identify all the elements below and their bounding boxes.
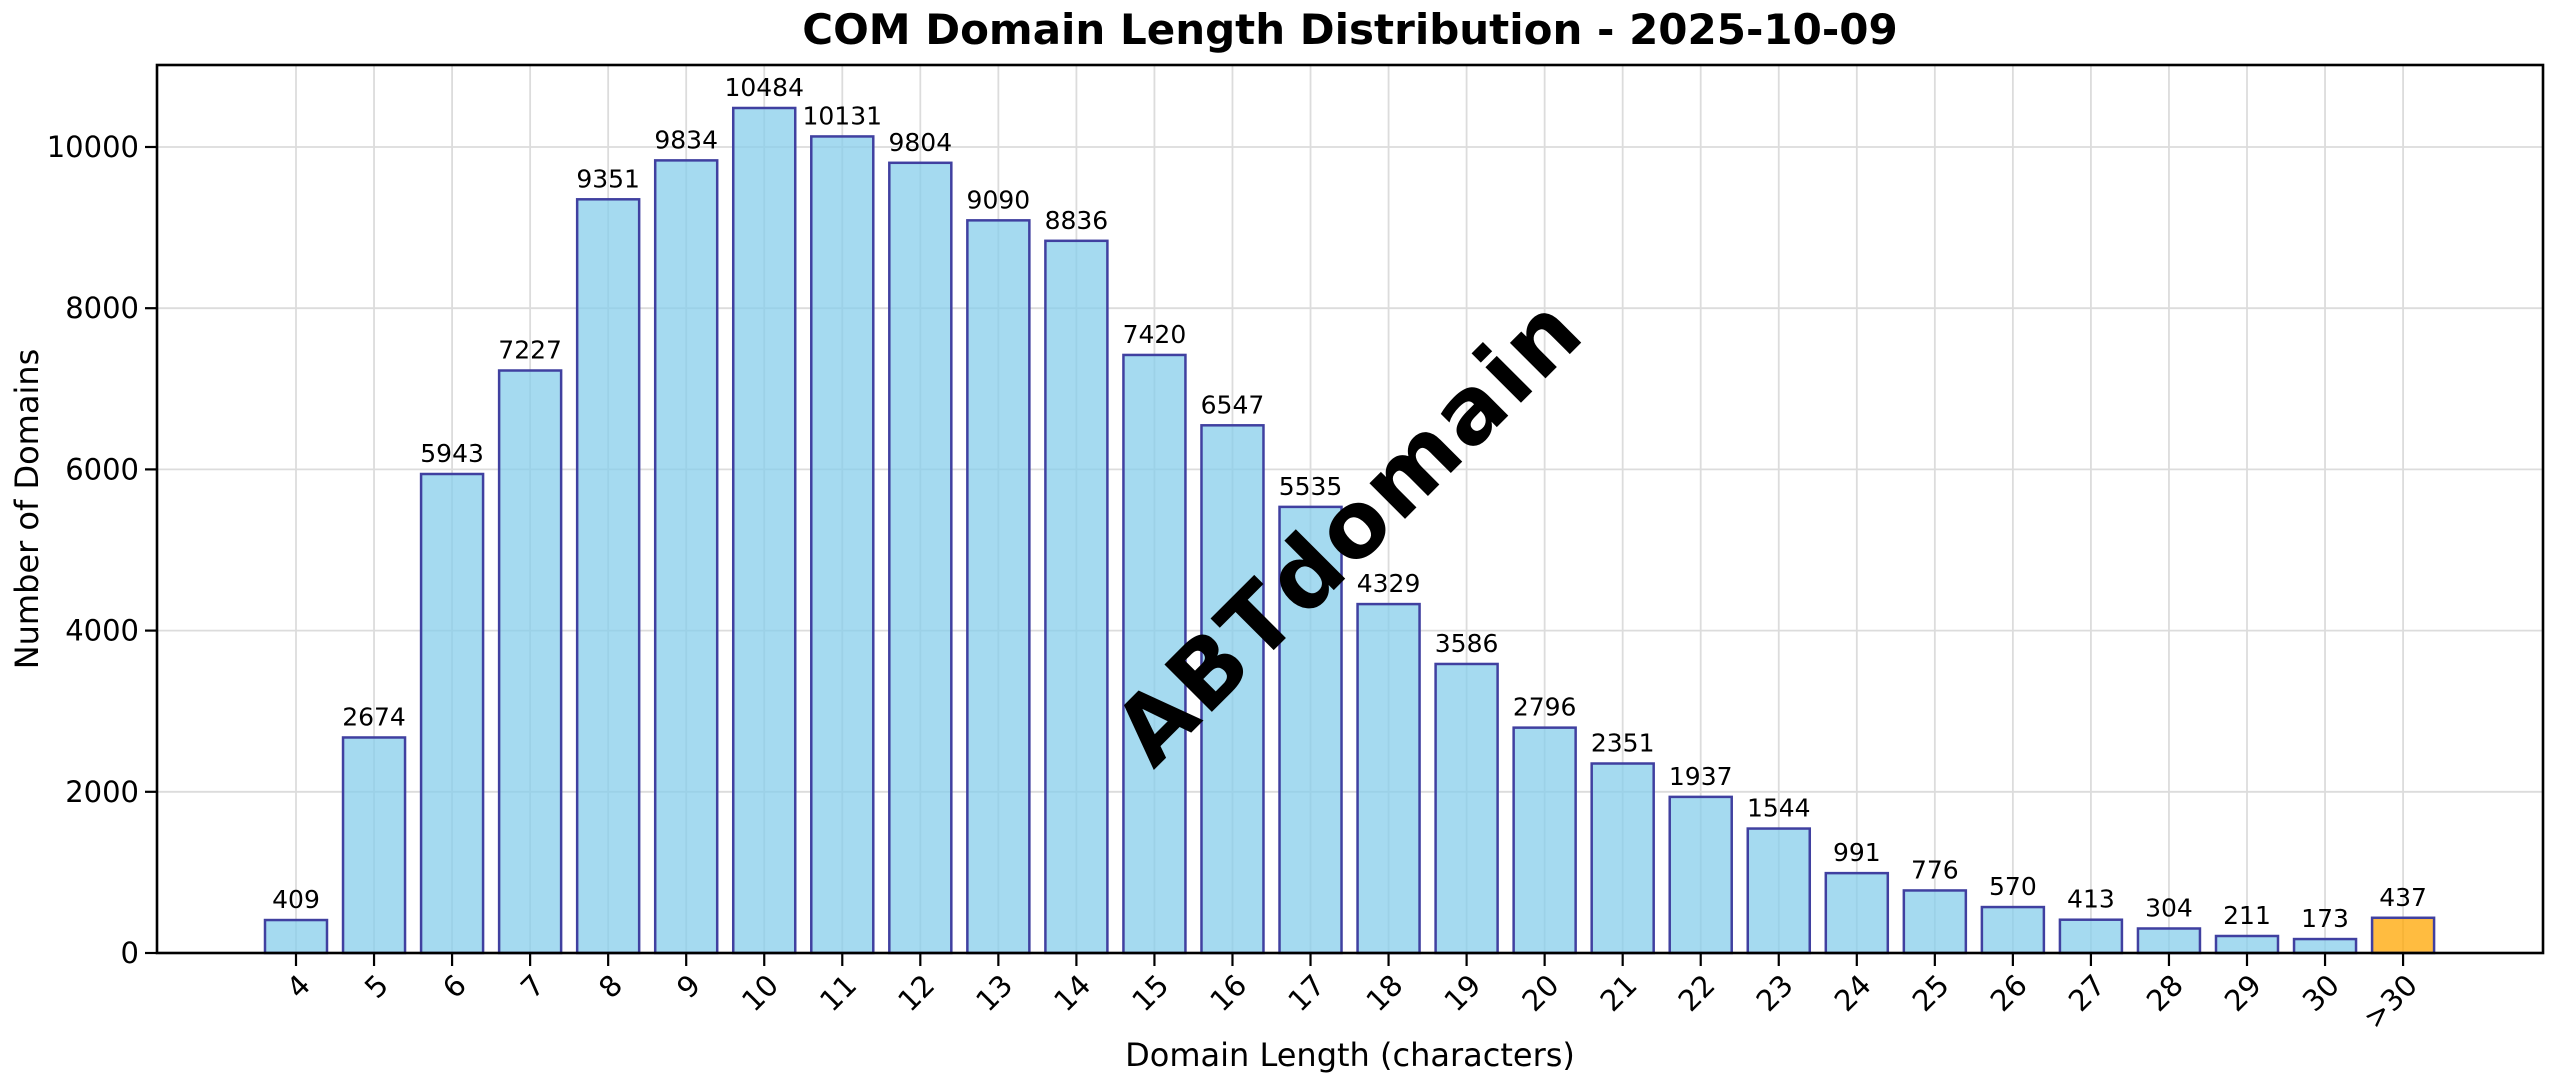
bar-value-label: 776 <box>1911 855 1959 884</box>
bar <box>1980 905 2046 955</box>
x-tick-label: 22 <box>1672 968 1722 1018</box>
bar-value-label: 437 <box>2379 883 2427 912</box>
bar <box>1590 762 1655 955</box>
x-tick-label: 28 <box>2140 968 2190 1018</box>
x-tick-label: 20 <box>1515 968 1565 1018</box>
bar <box>1668 795 1733 955</box>
bar-value-label: 2351 <box>1591 729 1655 758</box>
bar-value-label: 10484 <box>724 73 804 102</box>
bar <box>653 159 719 955</box>
x-tick-label: 7 <box>514 968 551 1005</box>
x-tick-label: 17 <box>1281 968 1331 1018</box>
bar <box>1434 662 1499 955</box>
bar-value-label: 9834 <box>654 125 718 154</box>
bar-value-label: 4329 <box>1357 569 1421 598</box>
bar-value-label: 5535 <box>1279 472 1343 501</box>
bar-value-label: 304 <box>2145 893 2193 922</box>
y-tick-label: 0 <box>121 936 139 970</box>
y-tick-label: 8000 <box>65 291 139 325</box>
bar <box>2292 937 2358 955</box>
bar-value-label: 6547 <box>1201 390 1265 419</box>
bar <box>2058 918 2124 955</box>
x-tick-label: 23 <box>1750 968 1800 1018</box>
bar-value-label: 413 <box>2067 885 2115 914</box>
bar <box>810 135 875 955</box>
y-tick-label: 4000 <box>65 614 139 648</box>
x-tick-label: 24 <box>1828 968 1878 1018</box>
bar-value-label: 8836 <box>1045 206 1109 235</box>
bar <box>1044 239 1109 955</box>
x-tick-label: >30 <box>2357 968 2424 1035</box>
bar <box>966 219 1031 955</box>
x-tick-label: 29 <box>2218 968 2268 1018</box>
bar-value-label: 9351 <box>576 164 640 193</box>
bar-value-label: 1544 <box>1747 794 1811 823</box>
plot-frame <box>155 63 2545 955</box>
y-axis-title: Number of Domains <box>8 349 46 670</box>
x-tick-label: 16 <box>1203 968 1253 1018</box>
bar <box>1746 827 1812 955</box>
x-tick-label: 13 <box>969 968 1019 1018</box>
y-tick-label: 10000 <box>47 130 139 164</box>
bar <box>1356 602 1421 955</box>
bar-value-label: 7420 <box>1123 320 1187 349</box>
bar-value-label: 1937 <box>1669 762 1733 791</box>
bar <box>2214 934 2280 955</box>
y-tick-label: 2000 <box>65 775 139 809</box>
x-tick-label: 19 <box>1437 968 1487 1018</box>
bar <box>497 369 563 955</box>
bar-value-label: 9804 <box>889 128 953 157</box>
bar <box>731 106 797 955</box>
x-tick-label: 8 <box>592 968 629 1005</box>
bar <box>888 161 953 955</box>
bar-value-label: 173 <box>2301 904 2349 933</box>
x-tick-label: 4 <box>280 968 317 1005</box>
x-tick-label: 18 <box>1359 968 1409 1018</box>
bar-value-label: 3586 <box>1435 629 1499 658</box>
bar-value-label: 2796 <box>1513 693 1577 722</box>
x-tick-label: 25 <box>1906 968 1956 1018</box>
chart-title: COM Domain Length Distribution - 2025-10… <box>802 5 1897 54</box>
bar-value-label: 570 <box>1989 872 2037 901</box>
bar-value-label: 409 <box>272 885 320 914</box>
bars <box>263 106 2436 955</box>
bar <box>1512 726 1577 955</box>
x-axis-title: Domain Length (characters) <box>1125 1036 1575 1074</box>
x-tick-label: 26 <box>1984 968 2034 1018</box>
bar-value-label: 211 <box>2223 901 2271 930</box>
bar-value-label: 991 <box>1833 838 1881 867</box>
bar <box>575 198 641 955</box>
y-tick-label: 6000 <box>65 452 139 486</box>
x-tick-label: 5 <box>358 968 395 1005</box>
x-tick-label: 14 <box>1047 968 1097 1018</box>
bar <box>1902 889 1968 955</box>
x-tick-label: 11 <box>813 968 863 1018</box>
x-tick-label: 30 <box>2296 968 2346 1018</box>
x-tick-label: 9 <box>670 968 707 1005</box>
bar-highlight <box>2370 916 2436 955</box>
bar-value-label: 10131 <box>803 101 883 130</box>
bar <box>341 736 407 955</box>
bar <box>263 918 329 955</box>
bar <box>1200 424 1265 955</box>
bar-value-label: 9090 <box>967 185 1031 214</box>
bar <box>1122 353 1187 955</box>
bar-value-label: 2674 <box>342 702 406 731</box>
x-tick-label: 27 <box>2062 968 2112 1018</box>
bar-value-label: 5943 <box>420 439 484 468</box>
x-tick-label: 15 <box>1125 968 1175 1018</box>
x-tick-label: 12 <box>891 968 941 1018</box>
bar-value-label: 7227 <box>498 336 562 365</box>
x-tick-label: 10 <box>735 968 785 1018</box>
x-tick-label: 6 <box>436 968 473 1005</box>
bar <box>1824 871 1890 955</box>
x-tick-label: 21 <box>1593 968 1643 1018</box>
bar <box>2136 927 2202 955</box>
bar <box>419 472 485 955</box>
